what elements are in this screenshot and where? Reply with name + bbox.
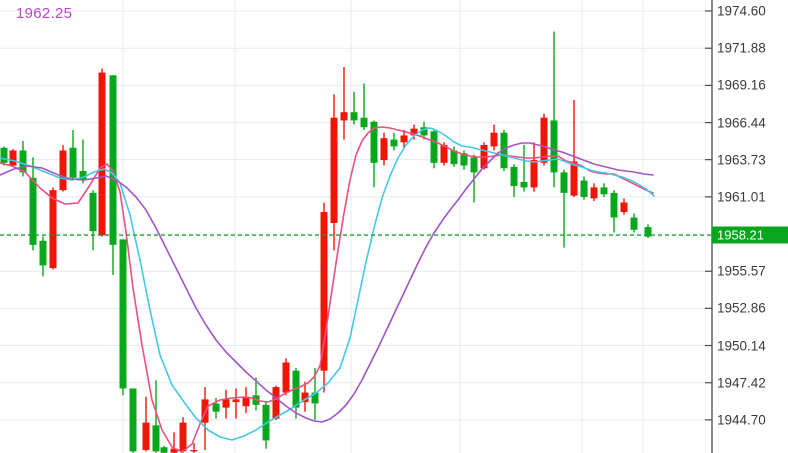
price-axis-label: 1955.57 [717,263,766,279]
candle-body-up [320,212,328,371]
candle-body-up [179,422,187,452]
candle-body-down [644,227,652,237]
candle-body-up [59,150,67,191]
candle-body-down [129,388,137,452]
candle-body-up [330,117,338,223]
candle-body-down [630,217,638,230]
candle-body-down [311,392,319,404]
price-axis-label: 1961.01 [717,189,766,205]
candle-body-up [440,145,448,163]
candle-body-up [170,448,178,453]
candle-body-up [380,138,388,161]
candle-body-down [470,157,478,173]
candle-body-down [370,121,378,163]
price-axis-label: 1971.88 [717,40,766,56]
candle-body-down [430,131,438,163]
candle-body-up [242,396,250,407]
price-axis-label: 1963.73 [717,152,766,168]
price-axis-label: 1944.70 [717,412,766,428]
candle-body-up [410,128,418,136]
candle-body-up [490,132,498,147]
price-axis-label: 1969.16 [717,77,766,93]
candle-body-down [390,139,398,147]
ma-slow-purple [0,142,654,423]
candle-body-down [450,150,458,165]
candle-body-up [9,150,17,166]
candle-body-down [109,75,117,245]
candle-body-up [540,117,548,163]
price-axis-label: 1974.60 [717,3,766,19]
price-axis-label: 1947.42 [717,375,766,391]
price-axis-label: 1966.44 [717,115,766,131]
candle-body-down [600,187,608,195]
candle-body-down [0,147,8,163]
candle-body-down [152,425,160,452]
candle-body-down [610,192,618,218]
candle-body-down [520,181,528,188]
candle-body-down [510,166,518,187]
candle-body-down [212,403,220,412]
ma-indicator-value: 1962.25 [16,5,73,22]
candle-body-up [49,190,57,269]
candle-body-up [530,160,538,188]
candle-body-down [550,120,558,173]
price-axis-label: 1952.86 [717,300,766,316]
candle-body-down [69,147,77,178]
candle-body-up [98,72,106,236]
candle-body-up [222,399,230,408]
candle-body-up [570,161,578,196]
candle-body-down [460,153,468,166]
candle-body-up [282,362,290,393]
candle-body-up [340,112,348,121]
ma-fast-pink [0,126,654,453]
candle-body-up [142,422,150,450]
candle-body-up [272,387,280,419]
candle-body-down [500,132,508,169]
candle-body-up [620,202,628,213]
candle-body-down [119,239,127,389]
candle-body-up [232,399,240,403]
candle-body-up [400,135,408,143]
candle-body-down [560,172,568,193]
candle-body-down [350,112,358,121]
candle-body-down [160,447,168,453]
ma-mid-cyan [0,127,655,441]
candle-body-up [190,449,198,452]
candle-body-down [29,177,37,245]
candle-body-down [79,171,87,181]
candle-body-down [580,180,588,197]
price-axis-label: 1950.14 [717,338,766,353]
last-price-text: 1958.21 [717,227,764,243]
candle-body-down [39,240,47,266]
candle-body-down [360,117,368,128]
last-price-tag: 1958.21 [712,226,788,244]
candle-body-up [590,187,598,199]
candle-body-down [89,192,97,232]
candle-body-down [19,150,27,173]
candle-body-down [420,127,428,136]
candle-body-up [301,392,309,403]
